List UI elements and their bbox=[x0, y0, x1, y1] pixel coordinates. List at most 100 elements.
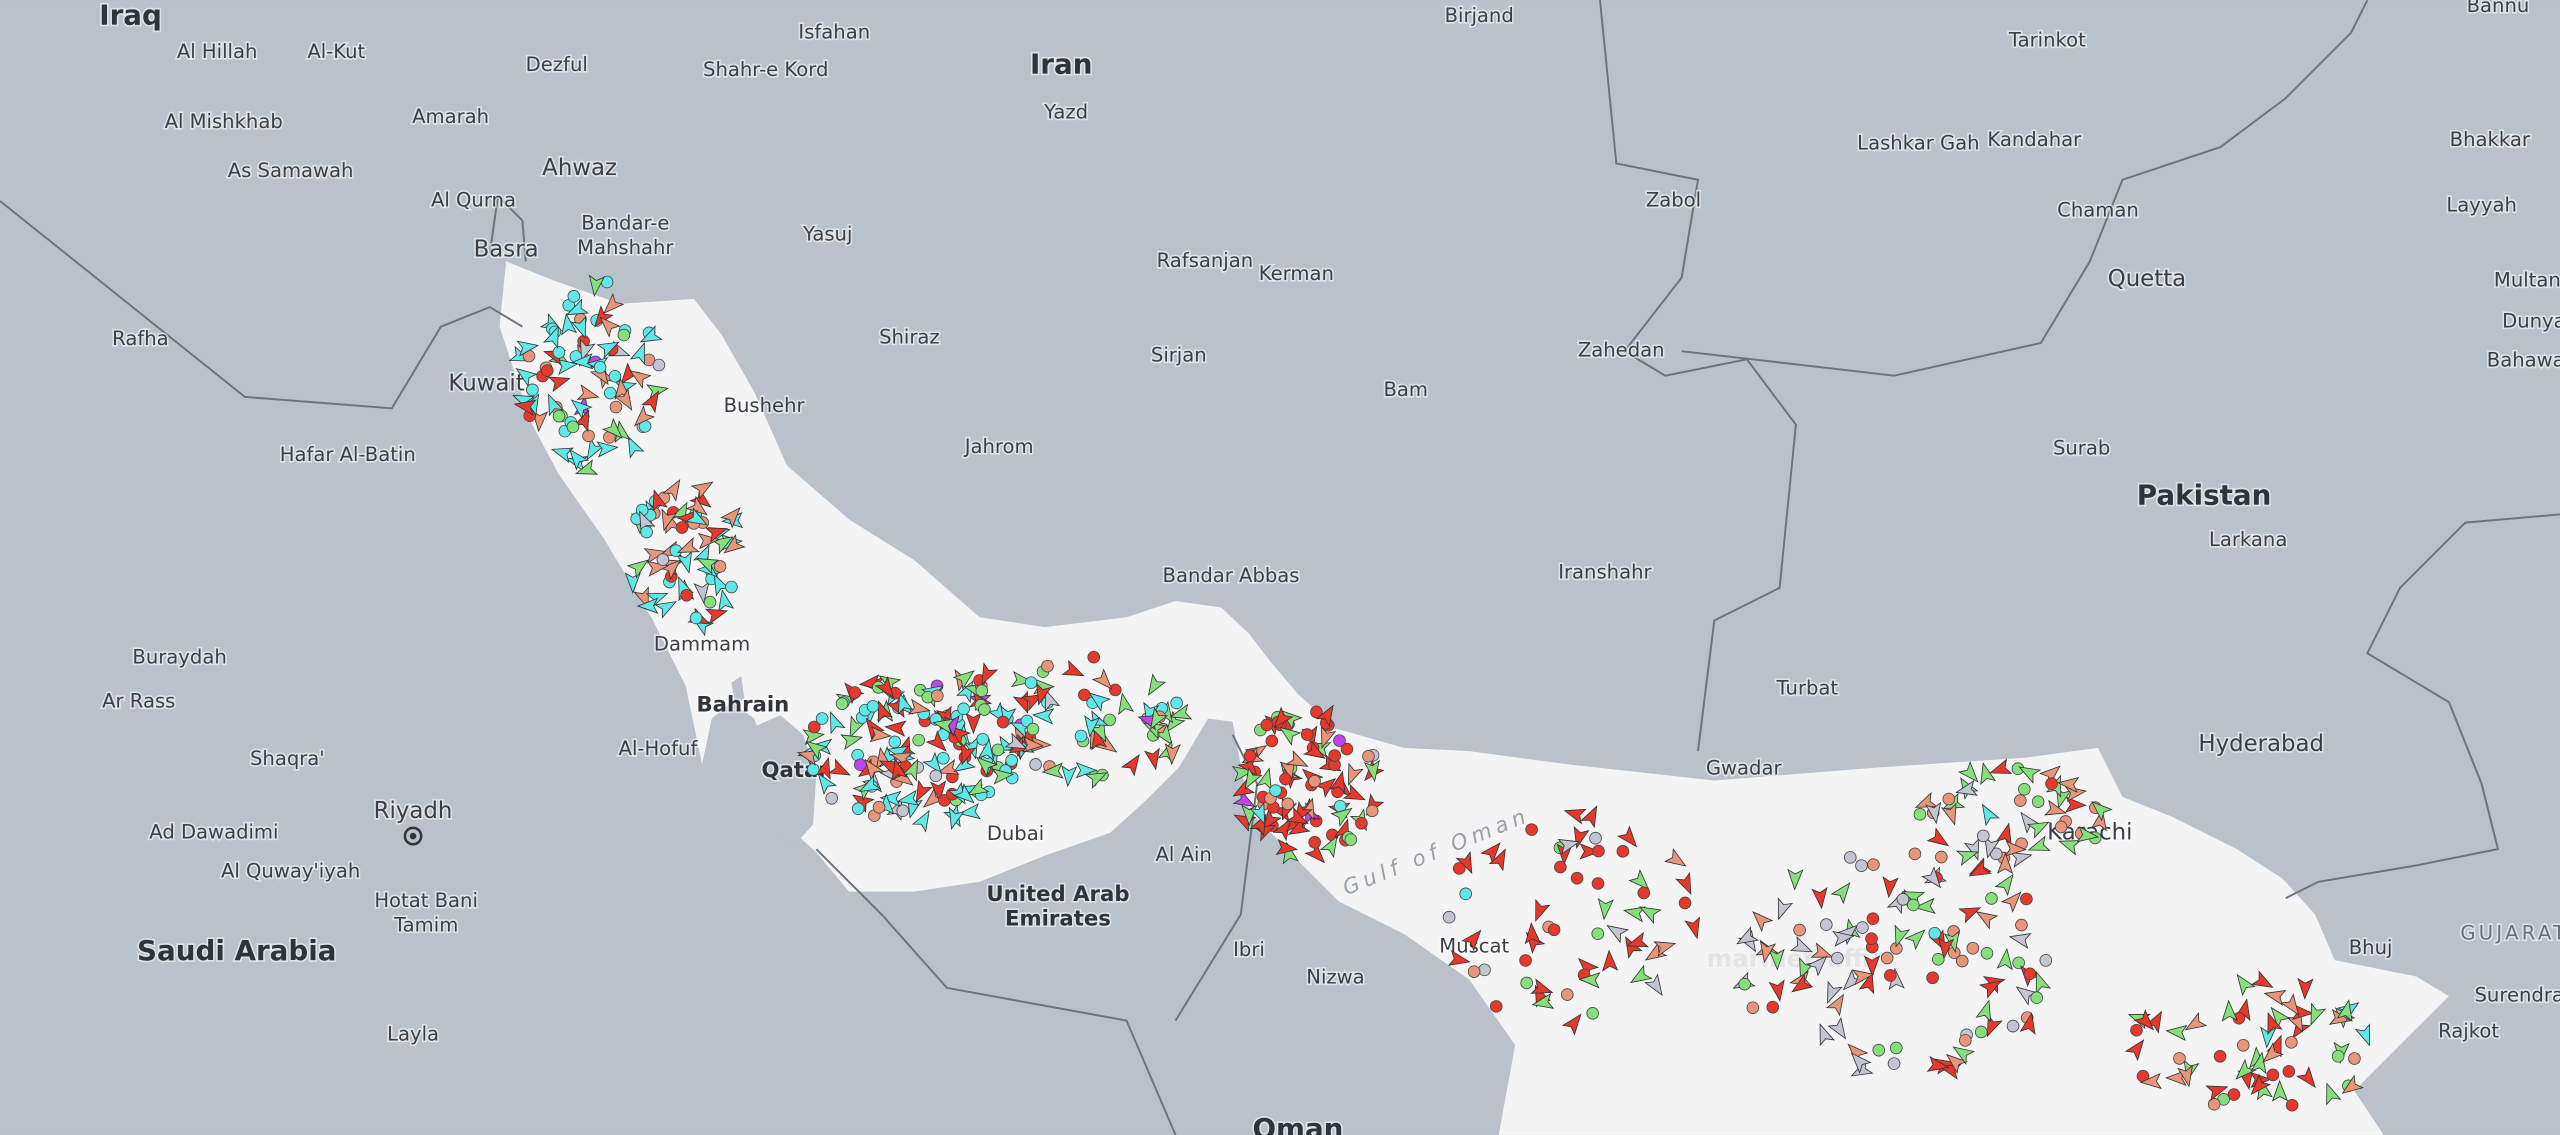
vessel-marker[interactable] bbox=[1644, 973, 1668, 999]
vessel-marker[interactable] bbox=[2266, 1068, 2280, 1082]
vessel-marker[interactable] bbox=[654, 595, 679, 619]
vessel-marker[interactable] bbox=[872, 800, 886, 814]
vessel-marker[interactable] bbox=[1265, 734, 1279, 748]
vessel-marker[interactable] bbox=[2020, 892, 2033, 906]
vessel-marker[interactable] bbox=[936, 759, 960, 780]
vessel-marker[interactable] bbox=[617, 328, 631, 342]
vessel-marker[interactable] bbox=[703, 595, 717, 609]
vessel-marker[interactable] bbox=[1586, 1006, 1599, 1020]
vessel-marker[interactable] bbox=[1285, 806, 1311, 830]
vessel-marker[interactable] bbox=[1907, 898, 1920, 912]
vessel-marker[interactable] bbox=[1996, 852, 2014, 875]
vessel-marker[interactable] bbox=[1082, 715, 1101, 738]
vessel-marker[interactable] bbox=[1041, 762, 1064, 779]
vessel-marker[interactable] bbox=[2271, 1079, 2289, 1102]
vessel-marker[interactable] bbox=[872, 699, 894, 724]
vessel-marker[interactable] bbox=[1365, 804, 1379, 818]
vessel-marker[interactable] bbox=[1530, 978, 1554, 999]
vessel-marker[interactable] bbox=[1642, 942, 1668, 966]
vessel-marker[interactable] bbox=[1810, 942, 1835, 964]
vessel-marker[interactable] bbox=[2205, 1080, 2229, 1101]
vessel-marker[interactable] bbox=[596, 336, 622, 359]
vessel-marker[interactable] bbox=[1974, 1025, 1988, 1039]
vessel-marker[interactable] bbox=[593, 360, 607, 374]
vessel-marker[interactable] bbox=[542, 391, 564, 417]
vessel-marker[interactable] bbox=[1557, 835, 1581, 855]
vessel-marker[interactable] bbox=[1908, 847, 1922, 861]
vessel-marker[interactable] bbox=[614, 388, 638, 413]
vessel-marker[interactable] bbox=[1980, 835, 2001, 859]
vessel-marker[interactable] bbox=[1243, 749, 1257, 763]
vessel-marker[interactable] bbox=[1319, 833, 1344, 859]
vessel-marker[interactable] bbox=[2304, 1002, 2327, 1028]
vessel-marker[interactable] bbox=[1955, 845, 1980, 867]
vessel-marker[interactable] bbox=[1589, 831, 1602, 845]
vessel-marker[interactable] bbox=[996, 715, 1010, 729]
vessel-marker[interactable] bbox=[2258, 1042, 2284, 1067]
vessel-marker[interactable] bbox=[1560, 988, 1574, 1001]
vessel-marker[interactable] bbox=[1926, 971, 1939, 985]
vessel-marker[interactable] bbox=[690, 476, 716, 500]
vessel-marker[interactable] bbox=[1958, 901, 1983, 924]
vessel-marker[interactable] bbox=[1060, 765, 1078, 788]
vessel-marker[interactable] bbox=[581, 437, 605, 463]
vessel-marker[interactable] bbox=[571, 353, 594, 370]
vessel-marker[interactable] bbox=[1996, 947, 2015, 971]
vessel-marker[interactable] bbox=[1597, 898, 1614, 921]
vessel-marker[interactable] bbox=[513, 397, 537, 416]
vessel-marker[interactable] bbox=[919, 787, 945, 813]
vessel-marker[interactable] bbox=[1985, 892, 1998, 905]
vessel-marker[interactable] bbox=[697, 532, 720, 550]
vessel-marker[interactable] bbox=[1995, 822, 2016, 846]
vessel-marker[interactable] bbox=[911, 807, 936, 833]
vessel-marker[interactable] bbox=[2236, 1038, 2250, 1052]
vessel-marker[interactable] bbox=[2008, 930, 2032, 949]
vessel-marker[interactable] bbox=[1529, 898, 1551, 924]
vessel-marker[interactable] bbox=[991, 767, 1015, 785]
vessel-marker[interactable] bbox=[2014, 794, 2027, 807]
vessel-marker[interactable] bbox=[1734, 926, 1760, 951]
vessel-marker[interactable] bbox=[675, 521, 689, 534]
vessel-marker[interactable] bbox=[1580, 803, 1603, 829]
vessel-marker[interactable] bbox=[1275, 838, 1299, 857]
vessel-marker[interactable] bbox=[1087, 650, 1101, 664]
vessel-marker[interactable] bbox=[603, 386, 617, 400]
vessel-marker[interactable] bbox=[1272, 816, 1297, 842]
vessel-marker[interactable] bbox=[2023, 967, 2037, 981]
vessel-marker[interactable] bbox=[2354, 1023, 2377, 1047]
vessel-marker[interactable] bbox=[1488, 846, 1512, 872]
vessel-marker[interactable] bbox=[2231, 971, 2256, 997]
vessel-marker[interactable] bbox=[2182, 1011, 2208, 1036]
vessel-marker[interactable] bbox=[976, 732, 990, 746]
vessel-marker[interactable] bbox=[930, 780, 947, 803]
vessel-marker[interactable] bbox=[2173, 1052, 2186, 1065]
vessel-marker[interactable] bbox=[1447, 949, 1471, 969]
vessel-marker[interactable] bbox=[1115, 692, 1135, 716]
vessel-marker[interactable] bbox=[1285, 817, 1311, 840]
vessel-marker[interactable] bbox=[1276, 721, 1302, 746]
vessel-marker[interactable] bbox=[955, 742, 977, 766]
vessel-marker[interactable] bbox=[1260, 718, 1274, 732]
vessel-marker[interactable] bbox=[1489, 1000, 1503, 1013]
vessel-marker[interactable] bbox=[1355, 816, 1368, 830]
vessel-marker[interactable] bbox=[1866, 912, 1880, 925]
vessel-marker[interactable] bbox=[1230, 778, 1256, 803]
vessel-marker[interactable] bbox=[1340, 742, 1354, 756]
vessel-marker[interactable] bbox=[2004, 840, 2027, 857]
vessel-marker[interactable] bbox=[1342, 783, 1368, 807]
vessel-marker[interactable] bbox=[629, 341, 652, 366]
vessel-marker[interactable] bbox=[2165, 1069, 2187, 1086]
vessel-marker[interactable] bbox=[1865, 932, 1878, 945]
vessel-marker[interactable] bbox=[1949, 1041, 1975, 1065]
vessel-marker[interactable] bbox=[1075, 762, 1098, 779]
vessel-marker[interactable] bbox=[848, 686, 862, 699]
vessel-marker[interactable] bbox=[1088, 727, 1108, 751]
vessel-marker[interactable] bbox=[1525, 823, 1538, 836]
vessel-marker[interactable] bbox=[1342, 762, 1364, 788]
vessel-marker[interactable] bbox=[1856, 921, 1869, 934]
vessel-marker[interactable] bbox=[1913, 897, 1936, 915]
vessel-marker[interactable] bbox=[693, 581, 711, 604]
vessel-marker[interactable] bbox=[1627, 964, 1653, 989]
vessel-marker[interactable] bbox=[840, 730, 864, 751]
vessel-marker[interactable] bbox=[1041, 659, 1054, 673]
